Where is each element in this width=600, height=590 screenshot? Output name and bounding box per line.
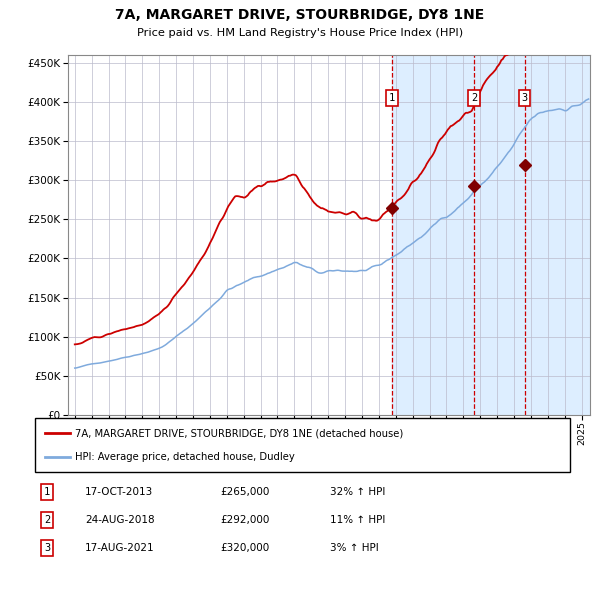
Text: 2: 2 (471, 93, 477, 103)
Text: Price paid vs. HM Land Registry's House Price Index (HPI): Price paid vs. HM Land Registry's House … (137, 28, 463, 38)
Text: 11% ↑ HPI: 11% ↑ HPI (330, 515, 385, 525)
Text: £265,000: £265,000 (220, 487, 269, 497)
Text: 2: 2 (44, 515, 50, 525)
Text: 3: 3 (521, 93, 528, 103)
Text: HPI: Average price, detached house, Dudley: HPI: Average price, detached house, Dudl… (75, 452, 295, 462)
Text: 24-AUG-2018: 24-AUG-2018 (85, 515, 155, 525)
Text: 17-AUG-2021: 17-AUG-2021 (85, 543, 155, 553)
Text: 3: 3 (44, 543, 50, 553)
Text: £320,000: £320,000 (220, 543, 269, 553)
Text: 7A, MARGARET DRIVE, STOURBRIDGE, DY8 1NE (detached house): 7A, MARGARET DRIVE, STOURBRIDGE, DY8 1NE… (75, 428, 403, 438)
Text: 7A, MARGARET DRIVE, STOURBRIDGE, DY8 1NE: 7A, MARGARET DRIVE, STOURBRIDGE, DY8 1NE (115, 8, 485, 22)
Bar (392, 55, 600, 415)
Text: 1: 1 (389, 93, 395, 103)
Text: £292,000: £292,000 (220, 515, 269, 525)
Text: 32% ↑ HPI: 32% ↑ HPI (330, 487, 385, 497)
Text: 17-OCT-2013: 17-OCT-2013 (85, 487, 153, 497)
Text: 1: 1 (44, 487, 50, 497)
Text: 3% ↑ HPI: 3% ↑ HPI (330, 543, 379, 553)
